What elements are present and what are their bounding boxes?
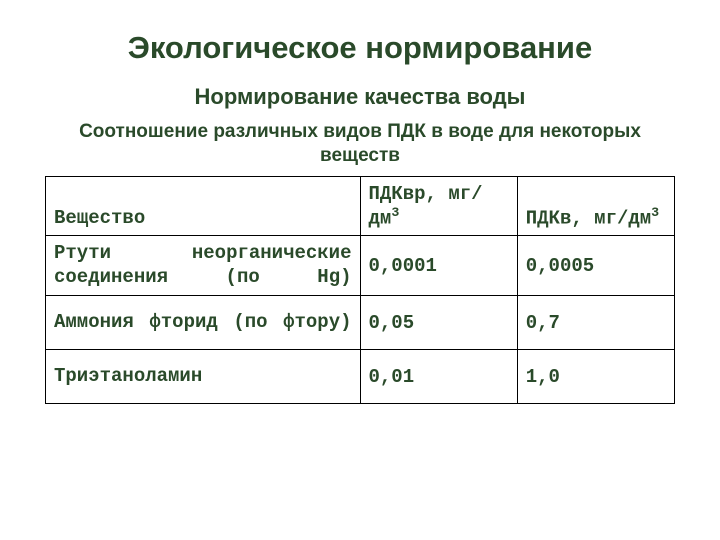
column-header-substance: Вещество (46, 176, 361, 235)
pdk-table: Вещество ПДКвр, мг/дм3 ПДКв, мг/дм3 Ртут… (45, 176, 675, 405)
cell-pdkvr: 0,01 (360, 350, 517, 404)
cell-substance: Аммония фторид (по фтору) (46, 296, 361, 350)
cell-pdkvr: 0,0001 (360, 235, 517, 296)
table-caption: Соотношение различных видов ПДК в воде д… (45, 120, 675, 168)
cell-pdkvr: 0,05 (360, 296, 517, 350)
cell-pdkv: 0,7 (517, 296, 674, 350)
page-title: Экологическое нормирование (45, 30, 675, 66)
table-row: Ртути неорганические соединения (по Hg) … (46, 235, 675, 296)
cell-pdkv: 1,0 (517, 350, 674, 404)
table-body: Ртути неорганические соединения (по Hg) … (46, 235, 675, 404)
table-header-row: Вещество ПДКвр, мг/дм3 ПДКв, мг/дм3 (46, 176, 675, 235)
column-header-pdkv: ПДКв, мг/дм3 (517, 176, 674, 235)
subtitle: Нормирование качества воды (45, 84, 675, 110)
column-header-pdkvr: ПДКвр, мг/дм3 (360, 176, 517, 235)
table-row: Триэтаноламин 0,01 1,0 (46, 350, 675, 404)
cell-pdkv: 0,0005 (517, 235, 674, 296)
cell-substance: Ртути неорганические соединения (по Hg) (46, 235, 361, 296)
table-row: Аммония фторид (по фтору) 0,05 0,7 (46, 296, 675, 350)
cell-substance: Триэтаноламин (46, 350, 361, 404)
